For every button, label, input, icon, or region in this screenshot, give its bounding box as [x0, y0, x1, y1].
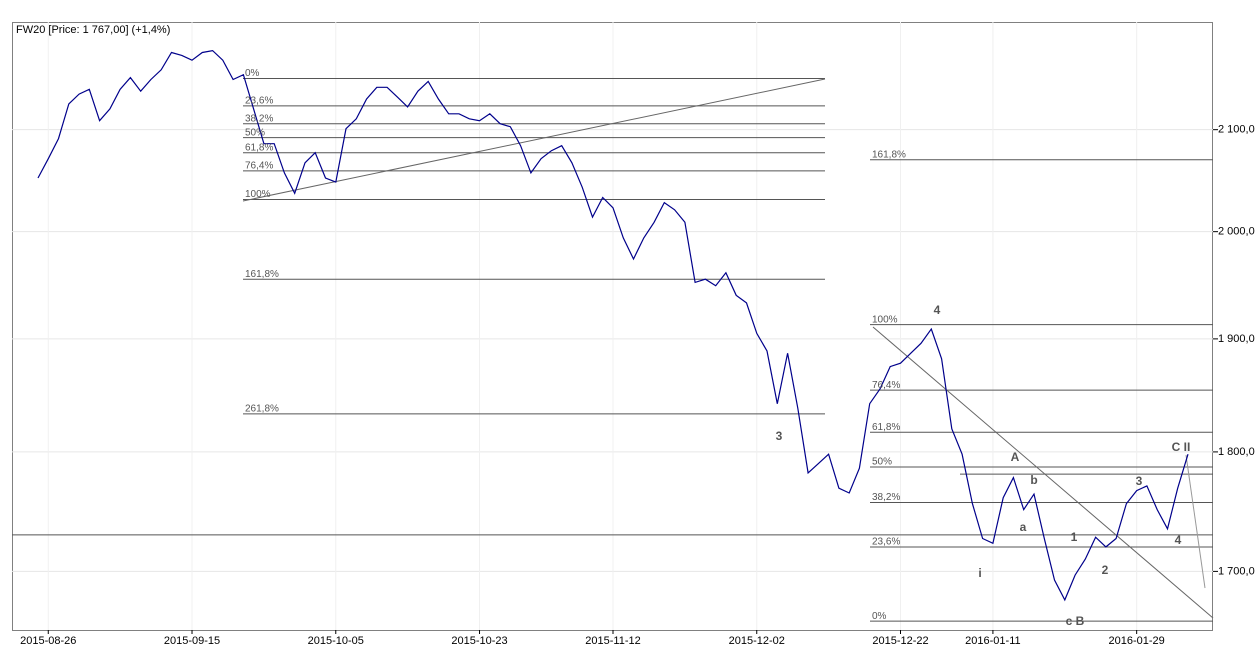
y-tick-label: 1 700,0 [1218, 565, 1255, 577]
fib-label: 38,2% [245, 113, 273, 124]
y-tick-label: 2 000,0 [1218, 226, 1255, 238]
x-tick-label: 2015-12-02 [729, 635, 785, 647]
price-line [37, 49, 1189, 602]
x-tick-label: 2016-01-29 [1109, 635, 1165, 647]
labels: 1 700,0 1 800,0 1 900,0 2 000,0 2 100,0 2015-… [20, 68, 1255, 647]
projection-line [1185, 454, 1206, 589]
fib-label: 61,8% [245, 142, 273, 153]
wave-label: i [978, 566, 981, 580]
wave-label: A [1011, 450, 1020, 464]
wave-label: C II [1172, 440, 1191, 454]
fib-label: 0% [872, 611, 887, 622]
x-tick-label: 2015-12-22 [872, 635, 928, 647]
fib-label: 161,8% [872, 149, 906, 160]
x-tick-label: 2016-01-11 [965, 635, 1020, 647]
y-tick-label: 2 100,0 [1218, 124, 1255, 136]
fib-label: 161,8% [245, 269, 279, 280]
wave-label: 4 [934, 303, 941, 317]
chart-title: FW20 [Price: 1 767,00] (+1,4%) [16, 24, 170, 36]
wave-label: 4 [1175, 533, 1182, 547]
x-tick-label: 2015-09-15 [164, 635, 220, 647]
wave-label: 3 [1136, 474, 1143, 488]
fib-label: 261,8% [245, 404, 279, 415]
x-tick-label: 2015-11-12 [585, 635, 640, 647]
wave-label: 3 [776, 429, 783, 443]
price-line [37, 49, 1189, 602]
y-tick-label: 1 900,0 [1218, 333, 1255, 345]
trend-line [242, 78, 826, 202]
wave-label: 1 [1071, 530, 1078, 544]
x-tick-label: 2015-10-23 [451, 635, 507, 647]
fib-label: 0% [245, 68, 260, 79]
fib-label: 23,6% [872, 537, 900, 548]
fib-label: 61,8% [872, 422, 900, 433]
fib-label: 50% [872, 457, 892, 468]
x-tick-label: 2015-08-26 [20, 635, 76, 647]
trend-line [872, 326, 1214, 619]
wave-label: b [1030, 473, 1037, 487]
fib-label: 23,6% [245, 96, 273, 107]
x-tick-label: 2015-10-05 [308, 635, 364, 647]
fib-label: 38,2% [872, 492, 900, 503]
fib-label: 50% [245, 127, 265, 138]
fib-label: 76,4% [872, 380, 900, 391]
y-tick-label: 1 800,0 [1218, 446, 1255, 458]
fib-levels [12, 78, 1213, 622]
wave-label: c B [1066, 614, 1085, 628]
fib-label: 76,4% [245, 161, 273, 172]
wave-label: 2 [1102, 563, 1109, 577]
fib-label: 100% [245, 189, 271, 200]
fib-label: 100% [872, 314, 898, 325]
wave-label: a [1020, 520, 1027, 534]
